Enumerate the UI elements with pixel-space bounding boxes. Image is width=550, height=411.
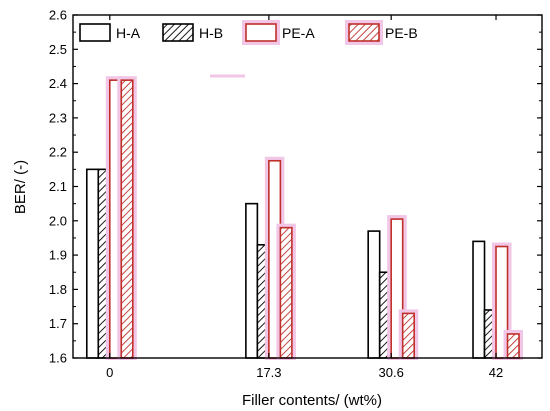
- legend-label-h-b: H-B: [199, 25, 223, 41]
- x-axis-title: Filler contents/ (wt%): [242, 392, 382, 409]
- y-tick-label: 1.9: [49, 248, 67, 263]
- y-tick-label: 2.2: [49, 145, 67, 160]
- bar-h-a-17_3: [245, 202, 259, 359]
- legend-swatch-pe-a: [245, 23, 277, 42]
- legend-label-pe-b: PE-B: [385, 25, 418, 41]
- legend-swatch-h-a: [79, 23, 111, 42]
- x-tick-label: 42: [489, 365, 503, 380]
- plot-frame: [72, 14, 543, 359]
- x-tick-label: 17.3: [256, 365, 281, 380]
- y-tick-label: 2.1: [49, 179, 67, 194]
- y-tick-label: 2.4: [49, 76, 67, 91]
- y-tick-label: 2.5: [49, 42, 67, 57]
- y-tick-label: 2.6: [49, 8, 67, 23]
- bar-h-a-42: [472, 240, 486, 359]
- legend-label-h-a: H-A: [116, 25, 141, 41]
- bar-pe-b-42: [506, 333, 520, 359]
- legend-label-pe-a: PE-A: [282, 25, 315, 41]
- bar-h-a-30_6: [367, 230, 381, 359]
- x-tick-label: 30.6: [379, 365, 404, 380]
- y-axis-title: BER/ (-): [12, 160, 29, 214]
- bar-pe-b-0: [120, 79, 134, 359]
- y-tick-label: 1.8: [49, 282, 67, 297]
- bar-pe-b-17_3: [279, 226, 293, 359]
- y-tick-label: 2.0: [49, 213, 67, 228]
- y-tick-label: 2.3: [49, 110, 67, 125]
- bar-h-a-0: [85, 168, 100, 359]
- x-tick-label: 0: [106, 365, 113, 380]
- y-tick-label: 1.6: [49, 351, 67, 366]
- legend-swatch-pe-b: [348, 23, 380, 42]
- legend-swatch-h-b: [162, 23, 194, 42]
- legend-swatch-glow: [242, 20, 280, 45]
- bar-pe-b-30_6: [401, 312, 415, 359]
- y-tick-label: 1.7: [49, 316, 67, 331]
- legend-swatch-glow: [345, 20, 383, 45]
